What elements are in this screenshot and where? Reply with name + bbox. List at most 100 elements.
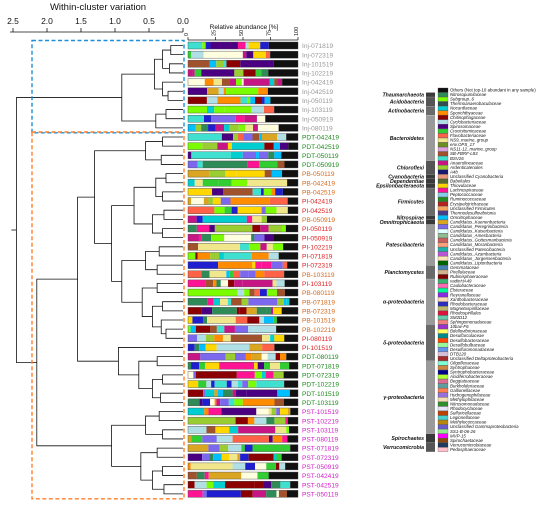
dendrogram-branch (162, 228, 183, 239)
sample-label: PB-072319 (302, 308, 335, 315)
legend-swatch (437, 420, 449, 425)
legend-taxon-label: Pedosphaeraceae (450, 447, 486, 452)
legend-swatch (437, 365, 449, 370)
dendrogram-branch (165, 173, 183, 184)
variation-axis: Within-cluster variation 2.5 2.0 1.5 1.0 0.5… (7, 2, 189, 33)
bar-segment (243, 78, 270, 86)
bar-segment (240, 490, 253, 498)
bar-segment-others (287, 490, 298, 498)
bar-segment (210, 252, 220, 260)
bar-segment (188, 96, 207, 104)
bar-segment (266, 289, 277, 297)
bar-segment (205, 343, 217, 351)
legend-phylum-label: Cyanobacteria (388, 174, 424, 180)
legend-swatch (437, 87, 449, 93)
legend-swatch (437, 210, 449, 216)
bar-segment (237, 42, 246, 49)
sample-label: PB-103119 (302, 272, 335, 279)
legend-phylum-bar (426, 174, 435, 179)
bar-segment (273, 453, 277, 461)
legend-taxon-label: Rhodobacteraceae (450, 301, 488, 306)
bar-segment (263, 188, 272, 196)
legend-taxon-label: Nitrosomonadaceae (450, 401, 490, 406)
bar-segment (188, 115, 204, 123)
bar-segment (202, 316, 208, 324)
bar-segment (188, 69, 193, 77)
bar-segment (280, 481, 291, 489)
bar-segment (223, 252, 252, 260)
legend-swatch (437, 265, 449, 270)
bar-segment (214, 334, 223, 342)
bar-segment (224, 206, 232, 214)
bar-segment (266, 490, 277, 498)
bar-segment (209, 170, 226, 178)
bar-PB-101519 (187, 316, 299, 324)
bar-segment-others (290, 444, 298, 452)
legend-taxon-label: Unclassified Patescibacteria (450, 247, 505, 252)
bar-outline (187, 215, 299, 224)
bar-segment (269, 78, 275, 86)
bar-segment (271, 481, 281, 489)
bar-segment (282, 225, 286, 232)
bar-segment (268, 408, 272, 415)
bar-segment (221, 408, 257, 415)
bar-PI-050119 (187, 224, 299, 233)
bar-segment (214, 389, 219, 397)
bar-segment-others (284, 334, 298, 342)
sample-label: Inj-072319 (302, 52, 333, 59)
abundance-axis: Relative abundance [%] 0 25 50 75 100 (184, 24, 300, 41)
bar-segment (276, 453, 282, 461)
bar-PI-071819 (187, 252, 299, 260)
legend-taxon-label: SM2D12 (450, 315, 468, 320)
bar-segment (215, 426, 220, 434)
bar-segment (205, 279, 214, 287)
bar-segment (245, 353, 252, 361)
bar-segment-others (289, 389, 298, 397)
bar-segment (188, 188, 213, 196)
bar-segment (228, 279, 235, 287)
legend-taxon-label: Legionellaceae (450, 415, 480, 420)
bar-segment (188, 206, 215, 214)
bar-segment (188, 279, 206, 287)
bar-segment (216, 398, 221, 406)
legend-swatch (437, 219, 449, 225)
sample-label: PI-072319 (302, 263, 333, 270)
bar-segment (254, 417, 267, 425)
dendrogram-branch (158, 246, 183, 257)
bar-segment (255, 462, 267, 470)
bar-segment (240, 96, 248, 104)
legend-phylum-bar (426, 160, 435, 175)
legend-swatch (437, 247, 449, 252)
bar-segment (215, 124, 225, 132)
dendrogram-branch (94, 150, 146, 244)
bar-segment (263, 481, 272, 489)
bar-segment (188, 453, 203, 461)
legend-taxon-label: Thiovulaceae (450, 183, 477, 188)
bar-segment (263, 106, 275, 114)
bar-segment (219, 426, 230, 434)
bar-segment (188, 353, 201, 361)
bar-segment (237, 133, 244, 141)
bar-segment (252, 261, 256, 269)
bar-segment-others (285, 462, 298, 470)
bar-segment-others (265, 115, 298, 123)
sample-label: PI-050119 (302, 226, 332, 233)
bar-segment (195, 325, 210, 333)
legend-swatch (437, 342, 449, 348)
bar-segment (203, 51, 243, 59)
legend-swatch (437, 333, 449, 339)
bar-Inj-050919 (187, 114, 299, 123)
sample-label: PB-071819 (302, 299, 335, 306)
legend-swatch (437, 124, 449, 129)
legend-swatch (437, 133, 449, 138)
bar-segment (254, 371, 262, 379)
bar-segment (188, 316, 193, 324)
dendrogram-branch (160, 392, 183, 403)
legend-swatch (437, 169, 449, 175)
bar-segment (276, 133, 287, 141)
legend-swatch (437, 128, 449, 134)
legend-swatch (437, 397, 449, 402)
bar-outline (187, 261, 299, 269)
legend-taxon-label: Nocardiaceae (450, 106, 478, 111)
bar-outline (187, 224, 299, 233)
